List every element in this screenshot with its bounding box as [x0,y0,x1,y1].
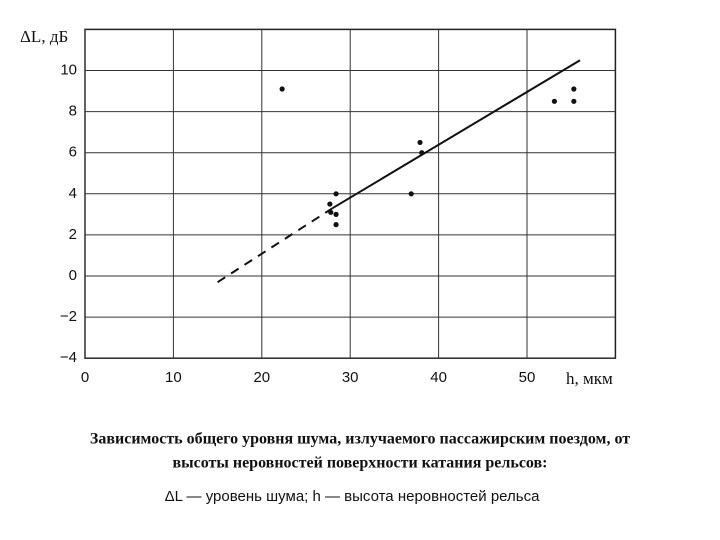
x-tick-label: 20 [253,369,270,386]
point [327,201,333,207]
point [333,211,339,217]
legend-note: ΔL — уровень шума; h — высота неровносте… [165,488,540,505]
x-tick-label: 10 [165,369,182,386]
point [571,86,577,92]
y-tick-label: 8 [69,103,77,120]
fit-line [332,59,581,210]
y-tick-label: 10 [60,61,77,78]
point [333,191,339,197]
point [333,222,339,228]
caption-line: Зависимость общего уровня шума, излучаем… [90,431,630,448]
x-tick-label: 30 [342,369,359,386]
y-tick-label: 4 [69,185,77,202]
x-tick-label: 50 [519,369,536,386]
point [551,98,558,104]
x-tick-label: 0 [81,369,89,386]
point [571,98,577,104]
x-tick-label: 40 [430,369,447,386]
y-tick-label: 2 [69,226,77,243]
point [408,191,414,197]
fit-line [217,207,334,284]
y-tick-label: 0 [69,267,77,284]
y-tick-label: −2 [60,308,77,325]
y-axis-label: ΔL, дБ [20,27,68,46]
y-tick-label: −4 [60,349,77,366]
point [419,150,425,156]
point [417,139,423,146]
point [328,209,334,215]
point [279,86,285,92]
y-tick-label: 6 [69,144,77,161]
caption-line: высоты неровностей поверхности катания р… [172,455,547,472]
x-axis-label: h, мкм [566,369,613,388]
